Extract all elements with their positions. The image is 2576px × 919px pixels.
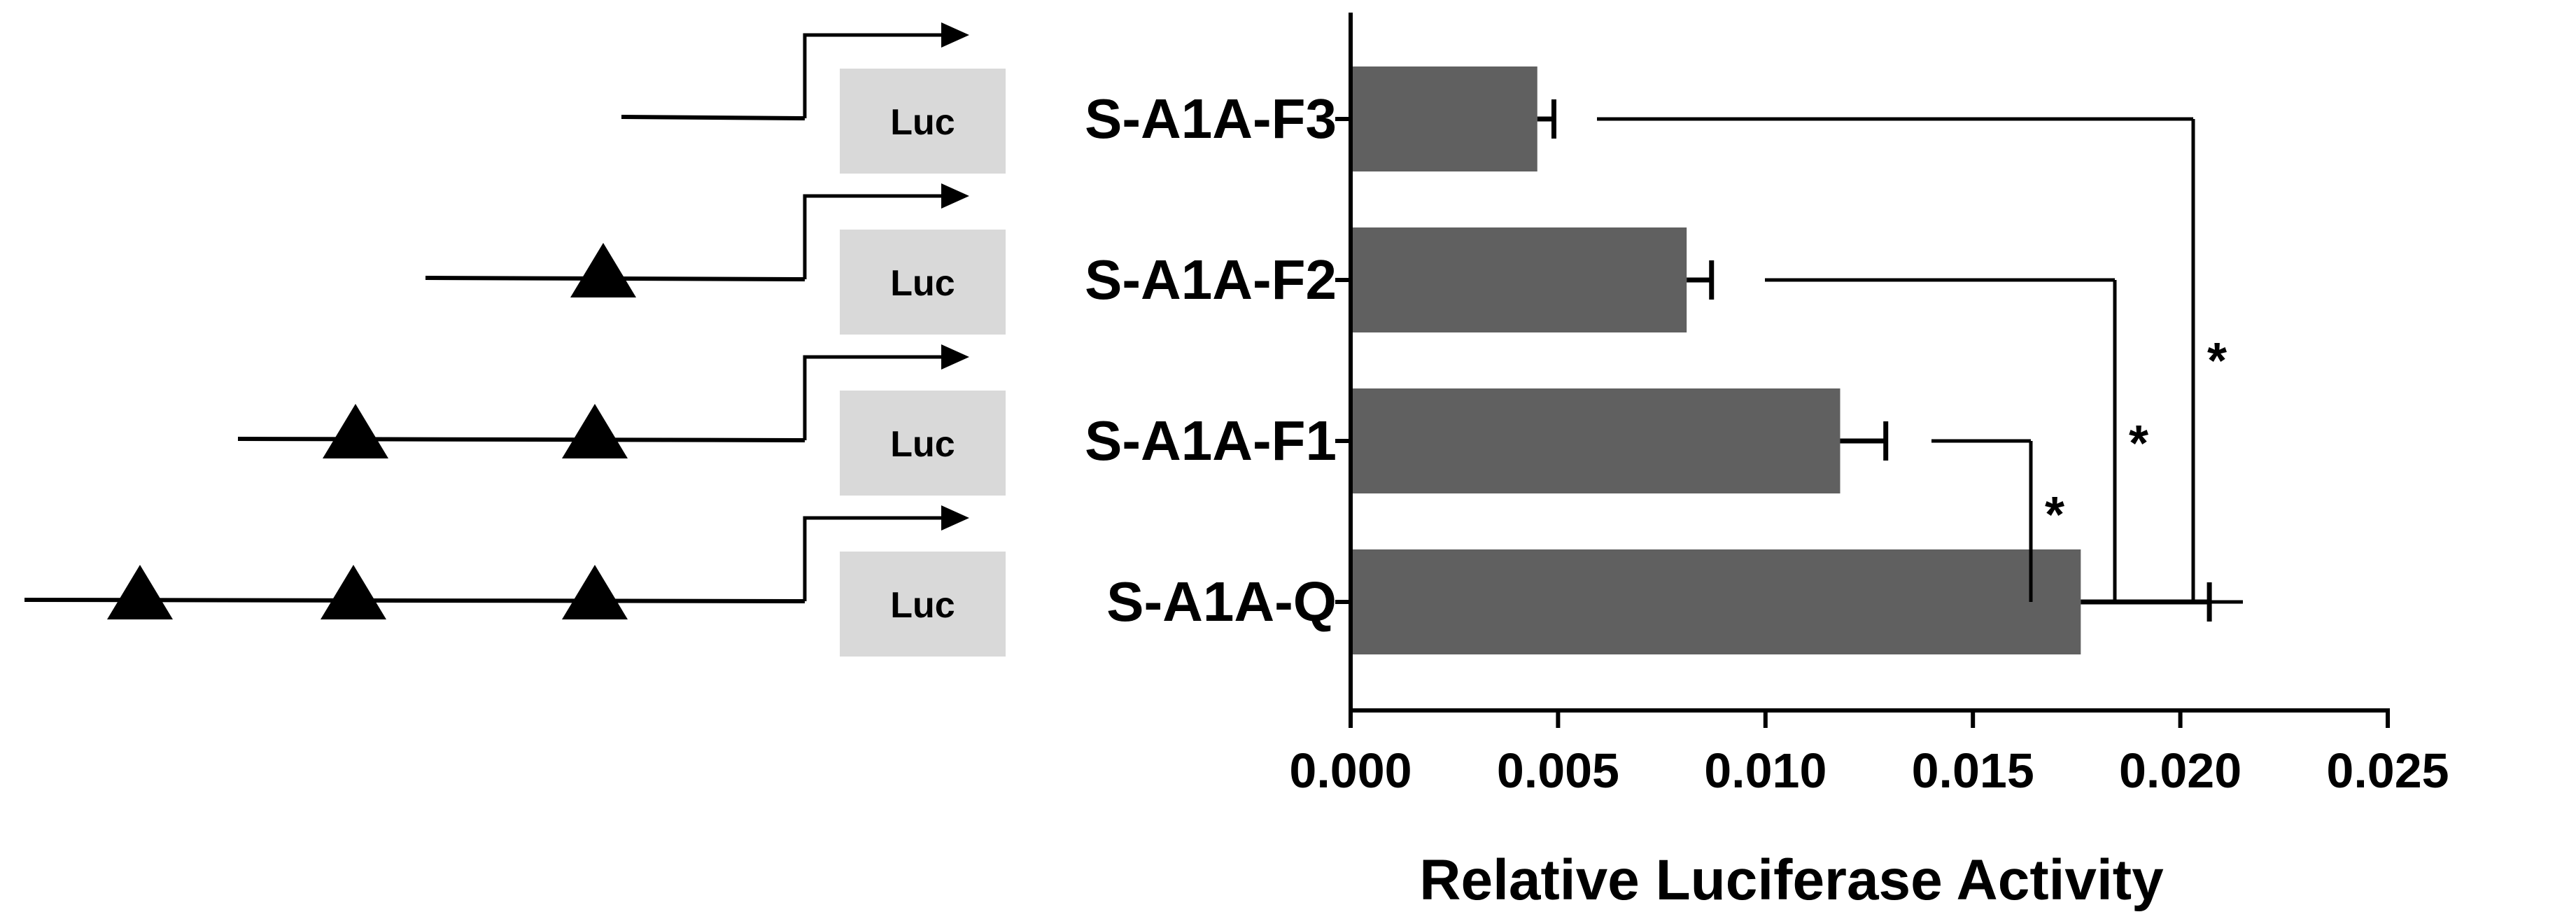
category-label: S-A1A-Q [1106, 570, 1337, 633]
luc-label: Luc [890, 424, 955, 465]
promoter-constructs: Luc Luc Luc Luc [24, 22, 1006, 657]
luc-label: Luc [890, 263, 955, 304]
promoter-line [237, 437, 805, 442]
luc-label: Luc [890, 585, 955, 626]
binding-site-triangle [562, 565, 628, 619]
x-tick-label: 0.000 [1289, 743, 1412, 798]
binding-site-triangle [570, 243, 636, 297]
luc-box [840, 552, 1006, 657]
binding-site-triangle [562, 404, 628, 458]
significance-bracket: * [1765, 278, 2148, 602]
tss-arrow-head [941, 22, 969, 48]
x-tick-label: 0.020 [2119, 743, 2241, 798]
tss-arrow-line [803, 33, 948, 118]
binding-site-triangle [321, 565, 386, 619]
bar [1353, 549, 2081, 654]
x-tick-label: 0.005 [1497, 743, 1619, 798]
category-label: S-A1A-F3 [1085, 87, 1337, 150]
significance-bracket: * [1931, 439, 2064, 602]
category-label: S-A1A-F2 [1085, 248, 1337, 311]
construct-row: Luc [237, 344, 1006, 496]
construct-row: Luc [24, 505, 1006, 657]
significance-star: * [2129, 416, 2148, 472]
tss-arrow-head [941, 183, 969, 209]
bar [1353, 388, 1840, 493]
tss-arrow-head [941, 505, 969, 531]
tss-arrow-head [941, 344, 969, 370]
bar-chart: Relative Luciferase Activity 0.000 0.005 0… [1085, 13, 2449, 912]
luc-box [840, 69, 1006, 174]
luc-box [840, 230, 1006, 335]
binding-site-triangle [323, 404, 388, 458]
tss-arrow-line [803, 355, 948, 440]
construct-row: Luc [621, 22, 1006, 174]
luc-label: Luc [890, 102, 955, 143]
x-tick-label: 0.015 [1912, 743, 2034, 798]
significance-bracket: * [1597, 117, 2227, 602]
x-tick-label: 0.025 [2326, 743, 2449, 798]
bar [1353, 66, 1537, 171]
category-label: S-A1A-F1 [1085, 409, 1337, 472]
x-tick-label: 0.010 [1704, 743, 1827, 798]
x-axis-label: Relative Luciferase Activity [1419, 848, 2164, 912]
bar [1353, 227, 1687, 332]
promoter-line [621, 115, 805, 120]
construct-row: Luc [425, 183, 1006, 335]
tss-arrow-line [803, 194, 948, 279]
luc-box [840, 391, 1006, 496]
tss-arrow-line [803, 516, 948, 601]
significance-star: * [2045, 487, 2064, 543]
binding-site-triangle [107, 565, 173, 619]
significance-star: * [2207, 333, 2227, 389]
